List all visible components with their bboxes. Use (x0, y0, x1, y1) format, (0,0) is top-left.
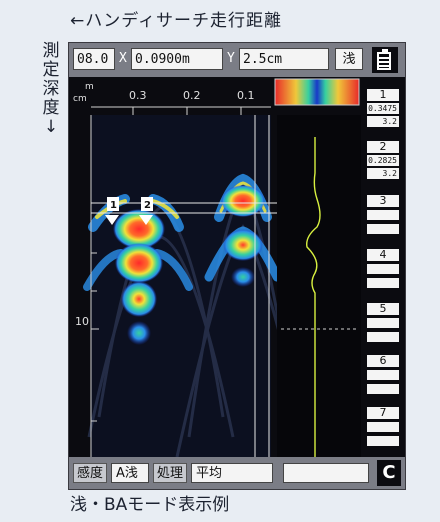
depth-tick-label: 10 (75, 315, 89, 328)
record-value-1: 0.3475 (367, 103, 399, 114)
a-scan-waveform (306, 137, 321, 457)
tick-label: 0.3 (129, 89, 147, 102)
target-marker-2 (139, 197, 153, 225)
x-label: X (119, 51, 127, 66)
record-empty-field (367, 264, 399, 274)
record-item[interactable]: 6 (365, 355, 401, 401)
record-number: 5 (367, 303, 399, 315)
tick-label: 0.2 (183, 89, 201, 102)
record-value-2: 3.2 (367, 116, 399, 127)
processing-field[interactable]: 平均 (191, 463, 273, 483)
marker-1-label: 1 (110, 200, 117, 211)
depth-caption: 測 定 深 度 ↓ (40, 42, 62, 137)
empty-field[interactable] (283, 463, 369, 483)
depth-mode-button[interactable]: 浅 (335, 48, 363, 70)
colour-scale-bar (275, 79, 359, 105)
record-number: 4 (367, 249, 399, 261)
processing-label: 処理 (153, 463, 188, 483)
record-item[interactable]: 3 (365, 195, 401, 241)
y-label: Y (227, 51, 235, 66)
record-item[interactable]: 5 (365, 303, 401, 349)
gain-value[interactable]: 08.0 (73, 48, 115, 70)
record-item[interactable]: 4 (365, 249, 401, 295)
record-empty-field (367, 436, 399, 446)
unit-m-label: m (85, 82, 94, 92)
record-empty-field (367, 278, 399, 288)
c-button[interactable]: C (377, 460, 401, 486)
record-number: 6 (367, 355, 399, 367)
record-number: 3 (367, 195, 399, 207)
bottom-bar: 感度 A浅 処理 平均 C (69, 457, 405, 489)
record-item[interactable]: 1 0.3475 3.2 (365, 89, 401, 135)
record-item[interactable]: 7 (365, 407, 401, 453)
depth-arrow-icon: ↓ (43, 117, 59, 137)
record-empty-field (367, 384, 399, 394)
record-empty-field (367, 422, 399, 432)
x-position-field[interactable]: 0.0900m (131, 48, 223, 70)
record-number: 1 (367, 89, 399, 101)
depth-caption-char: 定 (42, 60, 60, 80)
top-caption: ←ハンディサーチ走行距離 (70, 11, 283, 31)
record-empty-field (367, 318, 399, 328)
radar-scan-view[interactable]: m cm 0.3 0.2 0.1 10 1 2 (69, 77, 361, 457)
record-list: 1 0.3475 3.2 2 0.2825 3.2 3 4 5 6 (365, 89, 401, 455)
record-empty-field (367, 210, 399, 220)
top-bar: 08.0 X 0.0900m Y 2.5cm 浅 (69, 43, 405, 77)
depth-caption-char: 深 (42, 79, 60, 99)
record-value-2: 3.2 (367, 168, 399, 179)
y-depth-field[interactable]: 2.5cm (239, 48, 329, 70)
depth-caption-char: 度 (42, 98, 60, 118)
bottom-caption: 浅・BAモード表示例 (70, 495, 230, 515)
record-empty-field (367, 332, 399, 342)
unit-cm-label: cm (73, 94, 87, 104)
target-marker-1 (105, 197, 119, 225)
record-empty-field (367, 370, 399, 380)
record-item[interactable]: 2 0.2825 3.2 (365, 141, 401, 187)
depth-caption-char: 測 (42, 41, 60, 61)
battery-icon (372, 47, 398, 73)
sensitivity-label: 感度 (73, 463, 108, 483)
record-number: 2 (367, 141, 399, 153)
sensitivity-field[interactable]: A浅 (111, 463, 149, 483)
marker-2-label: 2 (144, 200, 151, 211)
record-value-1: 0.2825 (367, 155, 399, 166)
tick-label: 0.1 (237, 89, 255, 102)
record-number: 7 (367, 407, 399, 419)
record-empty-field (367, 224, 399, 234)
device-screen: 08.0 X 0.0900m Y 2.5cm 浅 (68, 42, 406, 490)
